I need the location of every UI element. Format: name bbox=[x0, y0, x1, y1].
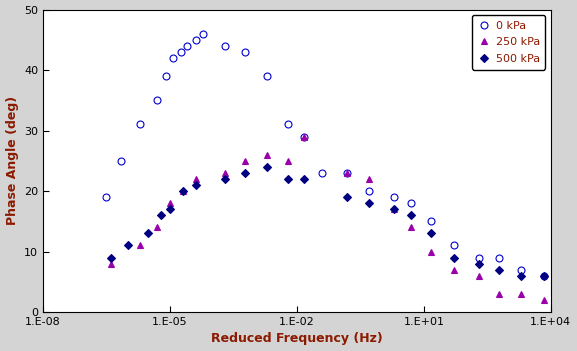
500 kPa bbox=[284, 177, 291, 181]
0 kPa bbox=[200, 32, 207, 36]
500 kPa bbox=[541, 274, 548, 278]
500 kPa bbox=[124, 243, 131, 247]
0 kPa bbox=[163, 74, 170, 78]
0 kPa bbox=[365, 189, 372, 193]
500 kPa bbox=[167, 207, 174, 211]
500 kPa bbox=[496, 267, 503, 272]
250 kPa bbox=[560, 298, 567, 302]
500 kPa bbox=[518, 274, 524, 278]
250 kPa bbox=[154, 225, 161, 230]
250 kPa bbox=[192, 177, 199, 181]
250 kPa bbox=[496, 292, 503, 296]
0 kPa bbox=[408, 201, 415, 205]
500 kPa bbox=[343, 195, 350, 199]
250 kPa bbox=[541, 298, 548, 302]
500 kPa bbox=[222, 177, 228, 181]
0 kPa bbox=[496, 256, 503, 260]
250 kPa bbox=[518, 292, 524, 296]
250 kPa bbox=[222, 171, 228, 175]
250 kPa bbox=[167, 201, 174, 205]
0 kPa bbox=[102, 195, 109, 199]
0 kPa bbox=[284, 122, 291, 127]
250 kPa bbox=[242, 159, 249, 163]
500 kPa bbox=[450, 256, 457, 260]
0 kPa bbox=[319, 171, 326, 175]
0 kPa bbox=[450, 243, 457, 247]
250 kPa bbox=[428, 250, 435, 254]
500 kPa bbox=[192, 183, 199, 187]
Line: 500 kPa: 500 kPa bbox=[108, 164, 547, 278]
Line: 250 kPa: 250 kPa bbox=[108, 134, 567, 303]
500 kPa bbox=[391, 207, 398, 211]
0 kPa bbox=[192, 38, 199, 42]
0 kPa bbox=[154, 98, 161, 102]
0 kPa bbox=[428, 219, 435, 223]
250 kPa bbox=[365, 177, 372, 181]
500 kPa bbox=[144, 231, 151, 236]
0 kPa bbox=[541, 274, 548, 278]
250 kPa bbox=[137, 243, 144, 247]
0 kPa bbox=[222, 44, 228, 48]
X-axis label: Reduced Frequency (Hz): Reduced Frequency (Hz) bbox=[211, 332, 383, 345]
Y-axis label: Phase Angle (deg): Phase Angle (deg) bbox=[6, 96, 18, 225]
500 kPa bbox=[107, 256, 114, 260]
0 kPa bbox=[475, 256, 482, 260]
250 kPa bbox=[107, 261, 114, 266]
250 kPa bbox=[301, 134, 308, 139]
250 kPa bbox=[179, 189, 186, 193]
0 kPa bbox=[343, 171, 350, 175]
250 kPa bbox=[264, 153, 271, 157]
500 kPa bbox=[428, 231, 435, 236]
0 kPa bbox=[301, 134, 308, 139]
500 kPa bbox=[157, 213, 164, 217]
Line: 0 kPa: 0 kPa bbox=[102, 30, 567, 285]
0 kPa bbox=[183, 44, 190, 48]
0 kPa bbox=[137, 122, 144, 127]
0 kPa bbox=[118, 159, 125, 163]
0 kPa bbox=[242, 50, 249, 54]
250 kPa bbox=[450, 267, 457, 272]
250 kPa bbox=[408, 225, 415, 230]
0 kPa bbox=[170, 56, 177, 60]
500 kPa bbox=[365, 201, 372, 205]
250 kPa bbox=[391, 207, 398, 211]
500 kPa bbox=[475, 261, 482, 266]
0 kPa bbox=[518, 267, 524, 272]
500 kPa bbox=[242, 171, 249, 175]
0 kPa bbox=[560, 280, 567, 284]
Legend: 0 kPa, 250 kPa, 500 kPa: 0 kPa, 250 kPa, 500 kPa bbox=[472, 15, 545, 69]
500 kPa bbox=[408, 213, 415, 217]
500 kPa bbox=[179, 189, 186, 193]
250 kPa bbox=[343, 171, 350, 175]
250 kPa bbox=[475, 274, 482, 278]
500 kPa bbox=[301, 177, 308, 181]
0 kPa bbox=[391, 195, 398, 199]
250 kPa bbox=[284, 159, 291, 163]
500 kPa bbox=[264, 165, 271, 169]
0 kPa bbox=[264, 74, 271, 78]
0 kPa bbox=[177, 50, 184, 54]
